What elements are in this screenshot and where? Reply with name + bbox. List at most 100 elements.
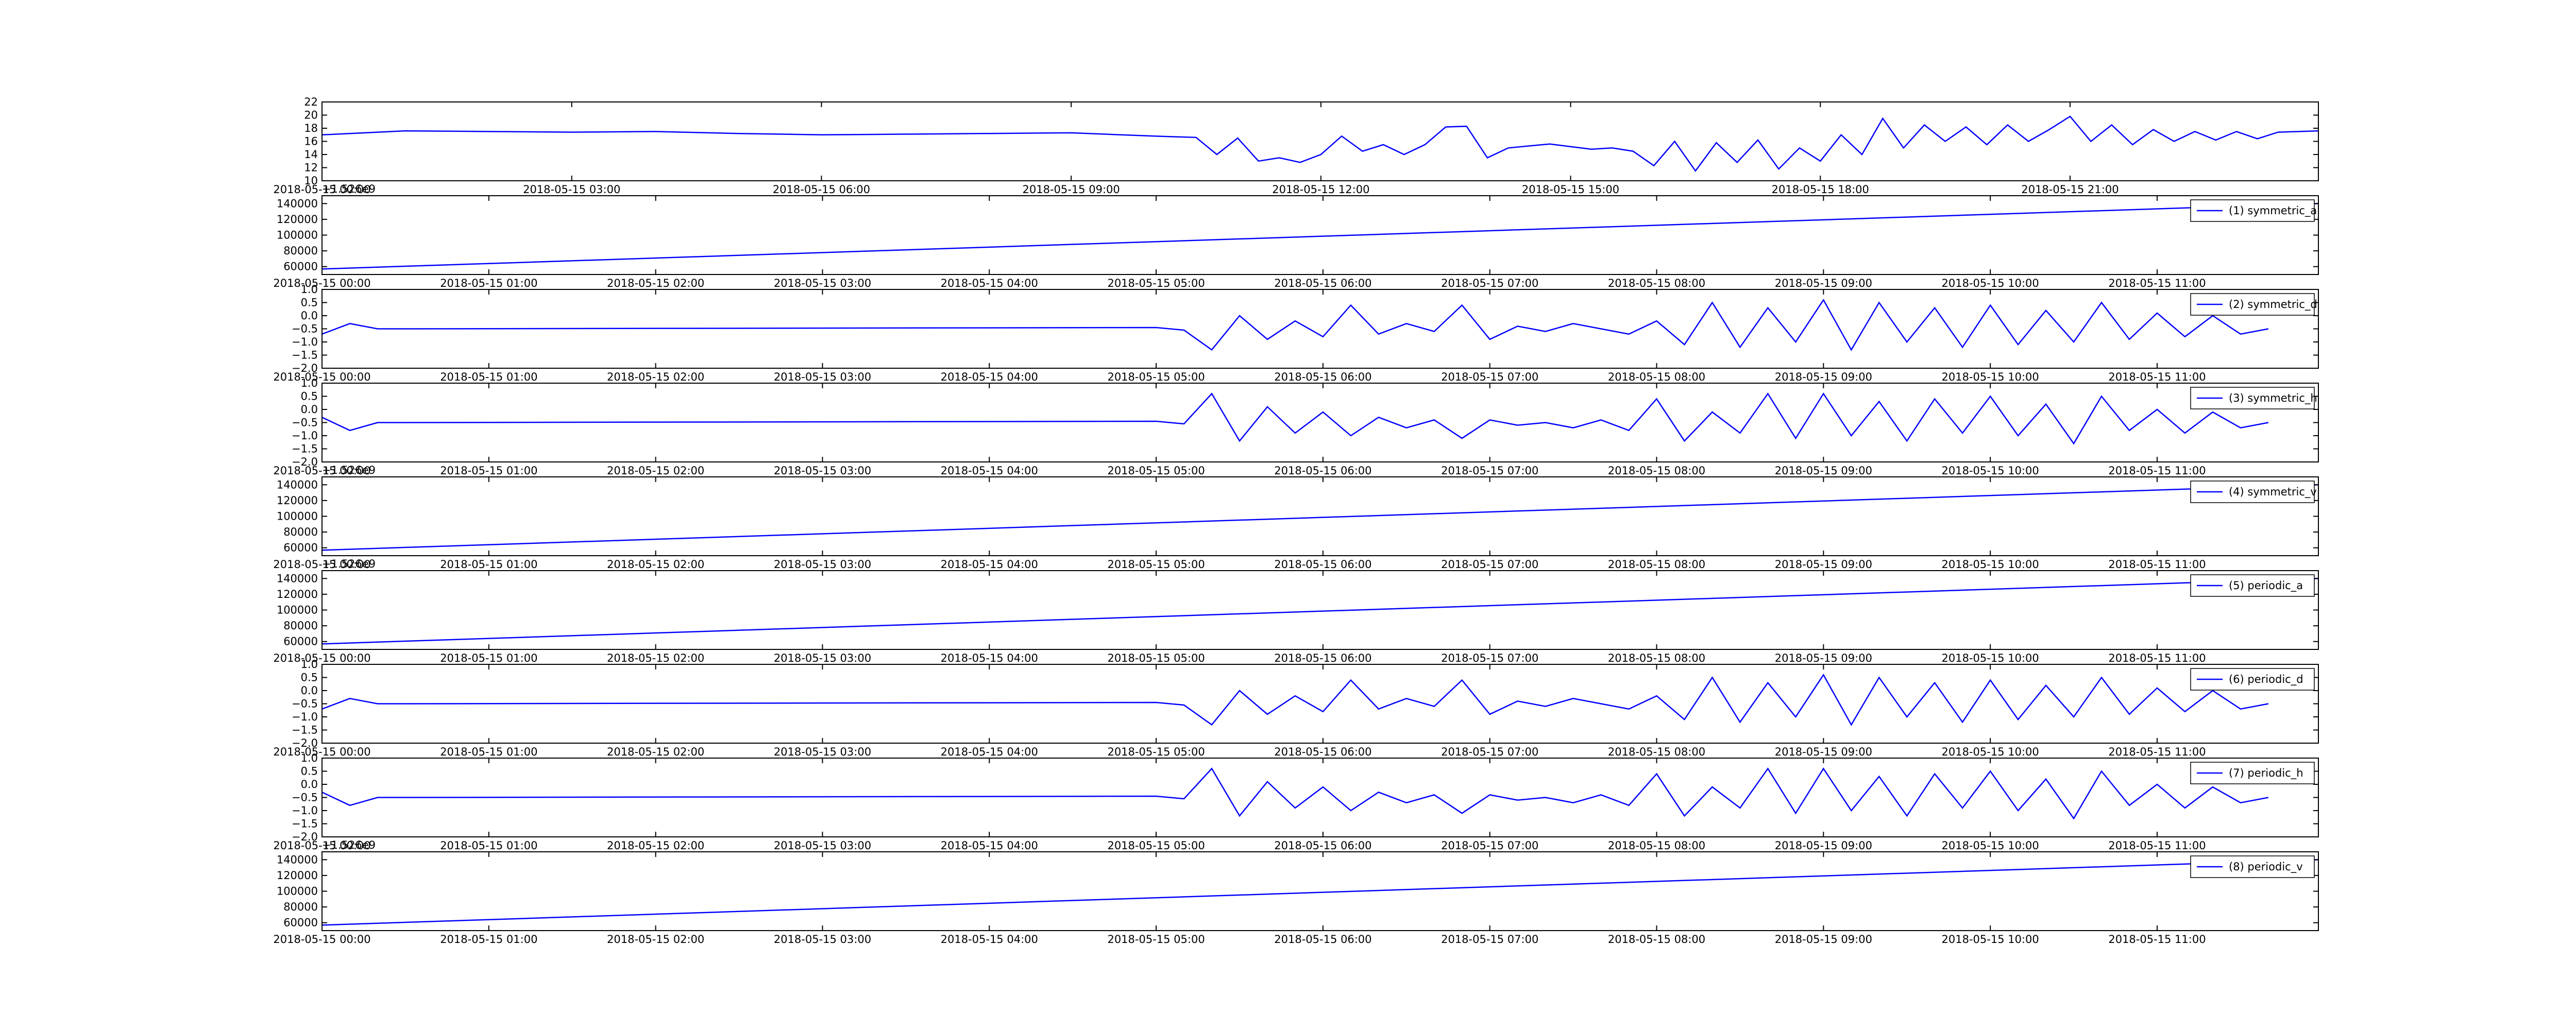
x-tick-label: 2018-05-15 06:00: [1274, 839, 1371, 852]
x-tick-label: 2018-05-15 10:00: [1942, 465, 2039, 477]
y-tick-label: −1.5: [292, 818, 318, 830]
y-tick-label: 1.0: [301, 752, 318, 764]
y-tick-label: 1.0: [301, 283, 318, 296]
x-tick-label: 2018-05-15 11:00: [2108, 277, 2206, 289]
x-tick-label: 2018-05-15 03:00: [774, 465, 871, 477]
y-tick-label: 0.0: [301, 310, 318, 322]
axis-offset-text: +1.526e9: [322, 839, 376, 851]
x-tick-label: 2018-05-15 05:00: [1107, 933, 1205, 946]
y-tick-label: 20: [304, 109, 318, 122]
y-tick-label: 60000: [283, 636, 318, 648]
y-tick-label: −0.5: [292, 323, 318, 335]
x-tick-label: 2018-05-15 10:00: [1942, 933, 2039, 946]
data-line: [321, 484, 2319, 551]
x-tick-label: 2018-05-15 00:00: [273, 933, 370, 946]
y-tick-label: 0.5: [301, 390, 318, 403]
x-tick-label: 2018-05-15 03:00: [774, 933, 871, 946]
x-tick-label: 2018-05-15 06:00: [1274, 652, 1371, 664]
x-tick-label: 2018-05-15 05:00: [1107, 839, 1205, 852]
legend-label: (7) periodic_h: [2229, 767, 2303, 780]
x-tick-label: 2018-05-15 07:00: [1441, 371, 1538, 383]
y-tick-label: 1.0: [301, 658, 318, 671]
y-tick-label: −0.5: [292, 792, 318, 804]
x-tick-label: 2018-05-15 11:00: [2108, 371, 2206, 383]
x-tick-label: 2018-05-15 08:00: [1608, 746, 1705, 758]
x-tick-label: 2018-05-15 00:00: [273, 465, 370, 477]
x-tick-label: 2018-05-15 10:00: [1942, 652, 2039, 664]
x-tick-label: 2018-05-15 03:00: [774, 652, 871, 664]
x-tick-label: 2018-05-15 06:00: [1274, 277, 1371, 289]
legend-label: (3) symmetric_h: [2229, 392, 2317, 405]
legend-label: (5) periodic_a: [2229, 579, 2303, 592]
x-tick-label: 2018-05-15 11:00: [2108, 839, 2206, 852]
x-tick-label: 2018-05-15 03:00: [774, 558, 871, 571]
x-tick-label: 2018-05-15 02:00: [607, 839, 704, 852]
x-tick-label: 2018-05-15 07:00: [1441, 839, 1538, 852]
x-tick-label: 2018-05-15 03:00: [774, 746, 871, 758]
x-tick-label: 2018-05-15 07:00: [1441, 652, 1538, 664]
y-tick-label: −1.5: [292, 349, 318, 362]
legend-label: (6) periodic_d: [2229, 673, 2303, 686]
x-tick-label: 2018-05-15 02:00: [607, 652, 704, 664]
x-tick-label: 2018-05-15 06:00: [1274, 371, 1371, 383]
y-tick-label: 120000: [277, 213, 318, 226]
x-tick-label: 2018-05-15 01:00: [440, 933, 537, 946]
x-tick-label: 2018-05-15 11:00: [2108, 558, 2206, 571]
y-tick-label: 1.0: [301, 377, 318, 389]
data-line: [321, 673, 2269, 726]
x-tick-label: 2018-05-15 07:00: [1441, 558, 1538, 571]
x-tick-label: 2018-05-15 18:00: [1772, 183, 1869, 196]
x-tick-label: 2018-05-15 11:00: [2108, 933, 2206, 946]
y-tick-label: 10: [304, 175, 318, 187]
x-tick-label: 2018-05-15 03:00: [774, 277, 871, 289]
legend-label: (1) symmetric_a: [2229, 204, 2317, 217]
y-tick-label: −2.0: [292, 362, 318, 374]
x-tick-label: 2018-05-15 01:00: [440, 746, 537, 758]
x-tick-label: 2018-05-15 03:00: [774, 371, 871, 383]
x-tick-label: 2018-05-15 10:00: [1942, 558, 2039, 571]
x-tick-label: 2018-05-15 04:00: [941, 839, 1038, 852]
axis-offset-text: +1.526e9: [322, 558, 376, 570]
x-tick-label: 2018-05-15 02:00: [607, 746, 704, 758]
data-line: [321, 578, 2319, 645]
x-tick-label: 2018-05-15 11:00: [2108, 465, 2206, 477]
x-tick-label: 2018-05-15 06:00: [1274, 465, 1371, 477]
axis-offset-text: +1.526e9: [322, 464, 376, 476]
x-tick-label: 2018-05-15 04:00: [941, 933, 1038, 946]
x-tick-label: 2018-05-15 02:00: [607, 277, 704, 289]
data-line: [321, 392, 2269, 445]
y-tick-label: 100000: [277, 604, 318, 616]
legend-label: (2) symmetric_d: [2229, 298, 2317, 311]
x-tick-label: 2018-05-15 08:00: [1608, 652, 1705, 664]
x-tick-label: 2018-05-15 02:00: [607, 465, 704, 477]
x-tick-label: 2018-05-15 05:00: [1107, 371, 1205, 383]
y-tick-label: 60000: [283, 261, 318, 273]
y-tick-label: 140000: [277, 197, 318, 210]
x-tick-label: 2018-05-15 11:00: [2108, 746, 2206, 758]
y-tick-label: 60000: [283, 542, 318, 554]
x-tick-label: 2018-05-15 00:00: [273, 839, 370, 852]
x-tick-label: 2018-05-15 01:00: [440, 839, 537, 852]
axes-frame: [321, 101, 2319, 181]
y-tick-label: 0.0: [301, 778, 318, 791]
x-tick-label: 2018-05-15 11:00: [2108, 652, 2206, 664]
x-tick-label: 2018-05-15 09:00: [1775, 465, 1872, 477]
x-tick-label: 2018-05-15 09:00: [1775, 839, 1872, 852]
axes-frame: [321, 570, 2319, 650]
x-tick-label: 2018-05-15 09:00: [1775, 933, 1872, 946]
x-tick-label: 2018-05-15 00:00: [273, 558, 370, 571]
x-tick-label: 2018-05-15 04:00: [941, 558, 1038, 571]
x-tick-label: 2018-05-15 01:00: [440, 558, 537, 571]
y-tick-label: 0.0: [301, 684, 318, 697]
x-tick-label: 2018-05-15 04:00: [941, 746, 1038, 758]
x-tick-label: 2018-05-15 04:00: [941, 465, 1038, 477]
data-line: [321, 203, 2319, 270]
y-tick-label: 80000: [283, 526, 318, 538]
y-tick-label: 0.5: [301, 672, 318, 684]
x-tick-label: 2018-05-15 09:00: [1775, 558, 1872, 571]
x-tick-label: 2018-05-15 02:00: [607, 558, 704, 571]
x-tick-label: 2018-05-15 02:00: [607, 371, 704, 383]
x-tick-label: 2018-05-15 05:00: [1107, 746, 1205, 758]
data-line: [321, 859, 2319, 926]
